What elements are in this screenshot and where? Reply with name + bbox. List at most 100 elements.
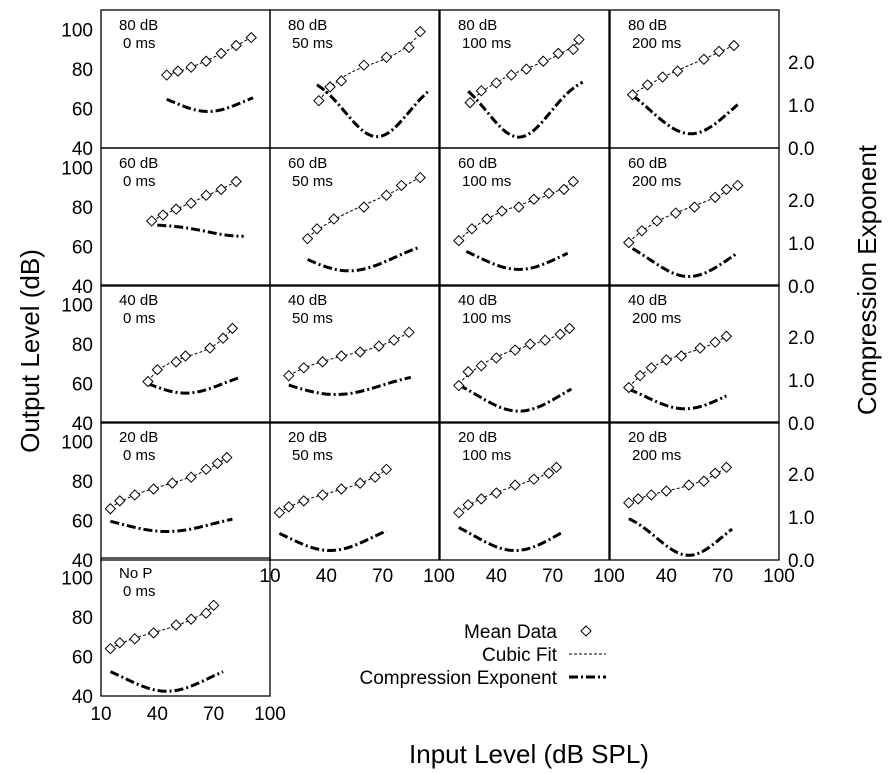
y-tick-label: 80 [72,198,93,219]
y-tick-label: 40 [72,551,93,572]
x-tick-label: 40 [147,704,168,725]
data-point [207,599,220,612]
data-point [632,493,644,505]
y-tick-label: 100 [61,433,93,454]
data-point [623,497,635,509]
data-point [626,89,639,101]
y-tick-label: 80 [72,472,93,493]
data-point [380,51,393,64]
data-point [490,352,503,364]
y-tick-label: 40 [72,139,93,160]
data-point [671,65,684,77]
data-point [335,75,348,87]
data-point [645,489,658,501]
data-point [380,463,393,476]
data-point [230,175,242,188]
data-point [313,94,325,107]
data-point [335,483,348,495]
y2-tick-label: 2.0 [788,465,814,486]
data-point [161,69,173,81]
data-point [369,471,381,483]
data-point [226,322,239,335]
panel-label-delay: 50 ms [292,310,333,327]
data-point [298,495,310,507]
data-point [147,483,160,495]
data-point [720,183,733,196]
y-tick-label: 100 [61,569,93,590]
panel-label-level: 40 dB [119,292,158,309]
panel-label-delay: 200 ms [632,447,681,464]
cubic-fit-line [279,467,389,513]
data-point [358,59,370,71]
panel-frame [269,421,440,561]
y-tick-label: 80 [72,335,93,356]
data-point [537,55,549,67]
panel-label-level: 20 dB [119,429,158,446]
data-point [453,379,465,392]
legend: Mean Data Cubic Fit Compression Exponent [360,622,606,689]
data-point [563,322,576,335]
data-point [623,236,635,249]
compression-exponent-curve [628,387,728,411]
y2-tick-label: 0.0 [788,414,814,435]
y2-tick-label: 1.0 [788,508,814,529]
data-point [328,213,340,225]
data-point [185,471,197,483]
data-point [298,362,310,374]
data-point [354,346,366,358]
data-point [147,627,160,639]
data-point [623,381,635,394]
compression-exponent-curve [316,83,431,139]
y-tick-label: 40 [72,687,93,708]
x-tick-label: 40 [316,566,337,587]
compression-exponent-curve [631,247,739,278]
data-point [311,223,323,235]
data-point [170,356,182,368]
data-point [528,193,540,205]
data-point [104,503,117,515]
x-tick-label: 70 [372,566,393,587]
data-point [104,642,117,655]
data-point [204,342,216,354]
panel-label-delay: 0 ms [123,35,156,52]
compression-exponent-curve [306,245,421,273]
data-point [200,189,212,202]
panel-label-level: 40 dB [458,292,497,309]
panel-label-delay: 100 ms [462,447,511,464]
y2-tick-label: 0.0 [788,277,814,298]
data-point [185,61,197,73]
data-point [172,65,184,77]
data-point [380,189,393,202]
data-point [651,215,663,227]
data-point [145,215,158,227]
data-point [373,340,385,352]
data-point [200,607,212,619]
data-point [520,63,533,75]
data-point [453,234,465,247]
data-point [709,467,721,479]
data-point [528,473,540,485]
data-point [464,96,476,109]
compression-exponent-curve [110,517,233,533]
y2-tick-label: 2.0 [788,191,814,212]
compression-exponent-curve [465,250,569,271]
data-point [490,77,503,89]
y-tick-label: 40 [72,414,93,435]
data-marks [104,25,744,693]
data-point [462,366,474,378]
x-tick-label: 10 [259,566,280,587]
panel-grid [100,9,780,697]
data-point [414,171,426,184]
data-point [573,33,585,46]
data-point [335,350,348,362]
data-point [481,213,493,225]
panel-label-delay: 200 ms [632,35,681,52]
panel-label-level: 60 dB [288,155,327,172]
data-point [211,457,224,470]
data-point [157,209,169,221]
data-point [273,506,286,519]
y-tick-label: 60 [72,100,93,121]
data-point [151,364,164,376]
